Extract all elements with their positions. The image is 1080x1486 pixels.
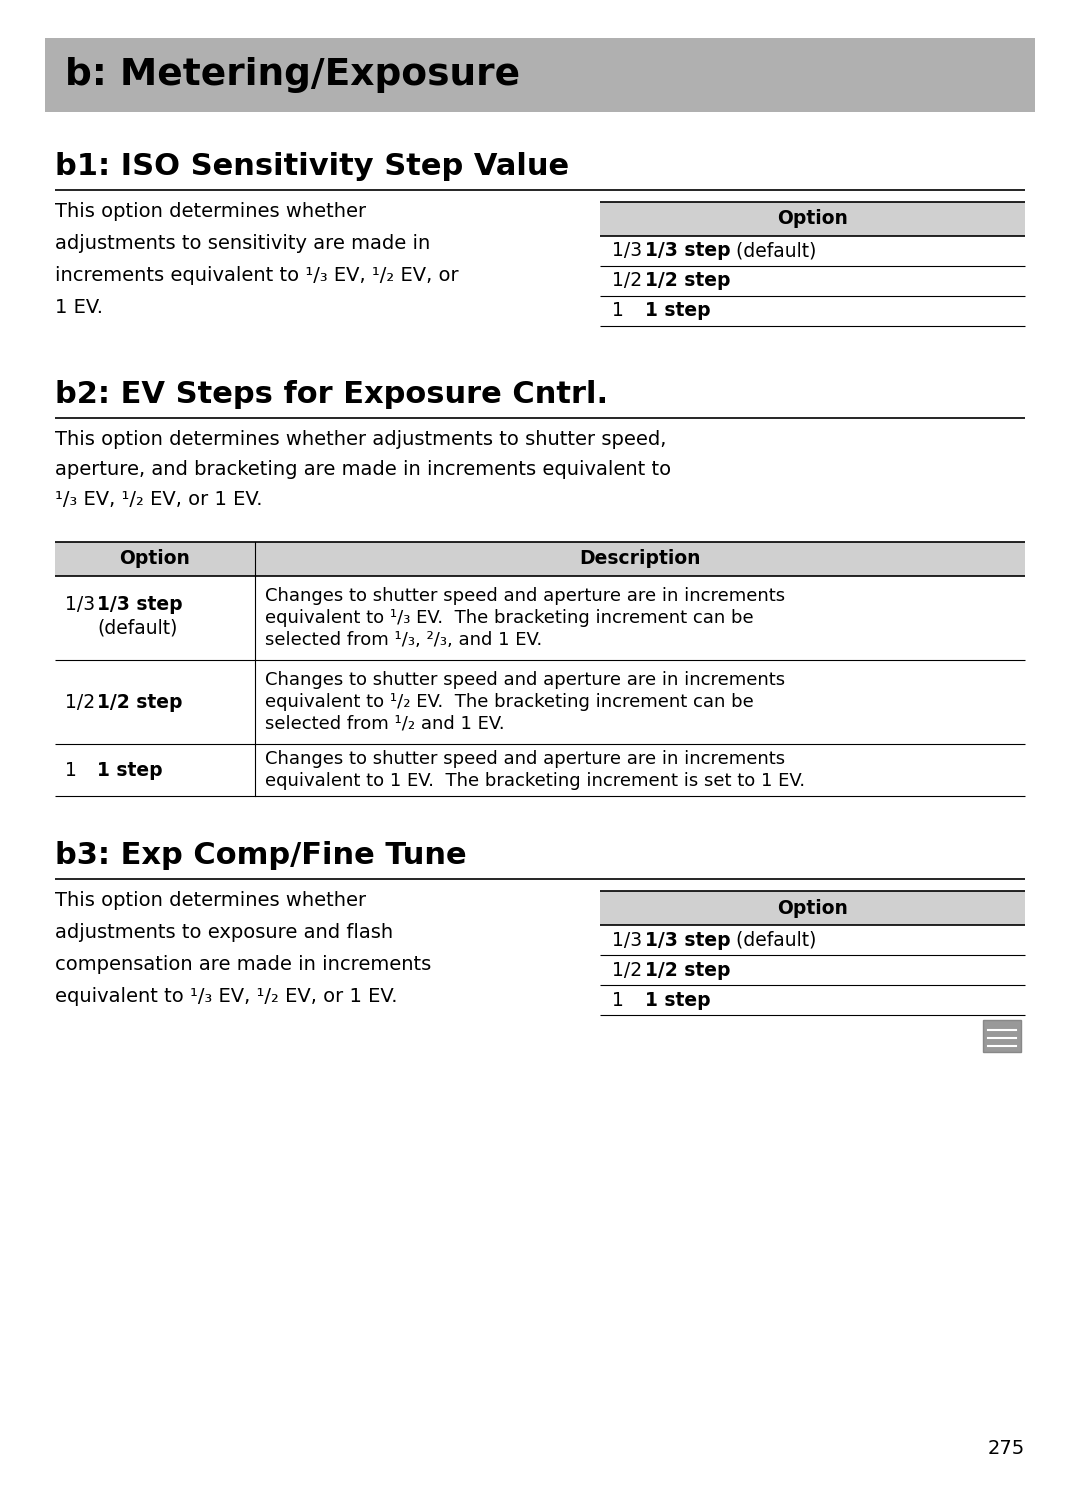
- Text: 275: 275: [988, 1438, 1025, 1458]
- Text: 1/2 step: 1/2 step: [97, 692, 183, 712]
- Text: (default): (default): [97, 618, 177, 637]
- Text: Option: Option: [120, 550, 190, 569]
- Text: 1/2: 1/2: [612, 272, 643, 290]
- Text: 1 step: 1 step: [645, 302, 711, 321]
- Text: Description: Description: [579, 550, 701, 569]
- Text: compensation are made in increments: compensation are made in increments: [55, 955, 431, 973]
- Text: 1: 1: [612, 991, 624, 1009]
- Text: b: Metering/Exposure: b: Metering/Exposure: [65, 56, 521, 94]
- Text: Changes to shutter speed and aperture are in increments: Changes to shutter speed and aperture ar…: [265, 672, 785, 690]
- Text: 1: 1: [65, 761, 77, 780]
- Bar: [55, 542, 1025, 577]
- Text: ¹/₃ EV, ¹/₂ EV, or 1 EV.: ¹/₃ EV, ¹/₂ EV, or 1 EV.: [55, 490, 262, 510]
- Text: 1/3: 1/3: [65, 594, 95, 614]
- Bar: [600, 892, 1025, 924]
- Text: selected from ¹/₃, ²/₃, and 1 EV.: selected from ¹/₃, ²/₃, and 1 EV.: [265, 632, 542, 649]
- Text: equivalent to ¹/₂ EV.  The bracketing increment can be: equivalent to ¹/₂ EV. The bracketing inc…: [265, 692, 754, 710]
- Text: equivalent to 1 EV.  The bracketing increment is set to 1 EV.: equivalent to 1 EV. The bracketing incre…: [265, 773, 805, 791]
- Text: 1/3: 1/3: [612, 930, 643, 950]
- Bar: [45, 39, 1035, 111]
- Text: 1/3: 1/3: [612, 242, 643, 260]
- Text: This option determines whether adjustments to shutter speed,: This option determines whether adjustmen…: [55, 429, 666, 449]
- Bar: [983, 1019, 1021, 1052]
- Text: 1 step: 1 step: [97, 761, 163, 780]
- Text: 1 step: 1 step: [645, 991, 711, 1009]
- Text: 1: 1: [612, 302, 624, 321]
- Text: Option: Option: [778, 899, 848, 917]
- Text: 1/2: 1/2: [612, 960, 643, 979]
- Text: 1/2 step: 1/2 step: [645, 272, 730, 290]
- Text: (default): (default): [730, 242, 816, 260]
- Text: This option determines whether: This option determines whether: [55, 892, 366, 909]
- Bar: [600, 202, 1025, 236]
- Text: b2: EV Steps for Exposure Cntrl.: b2: EV Steps for Exposure Cntrl.: [55, 380, 608, 409]
- Text: equivalent to ¹/₃ EV, ¹/₂ EV, or 1 EV.: equivalent to ¹/₃ EV, ¹/₂ EV, or 1 EV.: [55, 987, 397, 1006]
- Text: (default): (default): [730, 930, 816, 950]
- Text: adjustments to sensitivity are made in: adjustments to sensitivity are made in: [55, 233, 430, 253]
- Text: selected from ¹/₂ and 1 EV.: selected from ¹/₂ and 1 EV.: [265, 715, 504, 733]
- Text: Option: Option: [778, 210, 848, 229]
- Text: aperture, and bracketing are made in increments equivalent to: aperture, and bracketing are made in inc…: [55, 461, 671, 478]
- Text: b1: ISO Sensitivity Step Value: b1: ISO Sensitivity Step Value: [55, 152, 569, 181]
- Text: 1 EV.: 1 EV.: [55, 299, 103, 317]
- Text: 1/3 step: 1/3 step: [97, 594, 183, 614]
- Text: equivalent to ¹/₃ EV.  The bracketing increment can be: equivalent to ¹/₃ EV. The bracketing inc…: [265, 609, 754, 627]
- Text: 1/2: 1/2: [65, 692, 95, 712]
- Text: Changes to shutter speed and aperture are in increments: Changes to shutter speed and aperture ar…: [265, 587, 785, 605]
- Text: 1/2 step: 1/2 step: [645, 960, 730, 979]
- Text: adjustments to exposure and flash: adjustments to exposure and flash: [55, 923, 393, 942]
- Text: b3: Exp Comp/Fine Tune: b3: Exp Comp/Fine Tune: [55, 841, 467, 869]
- Text: This option determines whether: This option determines whether: [55, 202, 366, 221]
- Text: Changes to shutter speed and aperture are in increments: Changes to shutter speed and aperture ar…: [265, 750, 785, 768]
- Text: 1/3 step: 1/3 step: [645, 930, 731, 950]
- Text: increments equivalent to ¹/₃ EV, ¹/₂ EV, or: increments equivalent to ¹/₃ EV, ¹/₂ EV,…: [55, 266, 459, 285]
- Text: 1/3 step: 1/3 step: [645, 242, 731, 260]
